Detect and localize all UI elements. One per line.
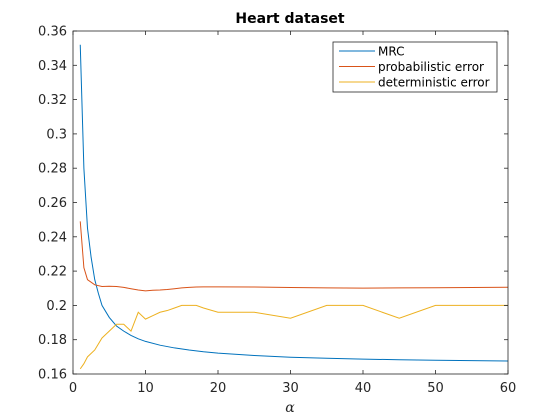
y-tick-label: 0.26 [38,196,67,211]
legend-label-1: probabilistic error [378,60,484,74]
x-axis-label: α [285,400,295,416]
x-tick-label: 30 [282,381,299,396]
series-line-2 [79,304,508,370]
chart-title: Heart dataset [235,11,345,27]
x-tick-label: 50 [427,381,444,396]
y-tick-label: 0.2 [46,299,67,314]
y-tick-label: 0.36 [38,25,67,40]
y-tick-label: 0.3 [46,127,67,142]
legend-label-2: deterministic error [378,76,490,90]
series-line-1 [79,221,509,292]
y-tick-label: 0.34 [38,59,67,74]
x-tick-label: 40 [355,381,372,396]
ticks-layer: 0 10 20 30 40 50 60 0.16 0.18 0.2 0.22 0.24 0.26 0.28… [38,25,516,397]
y-tick-label: 0.32 [38,93,67,108]
y-tick-label: 0.16 [38,368,67,383]
y-tick-label: 0.18 [38,333,67,348]
series-layer [79,44,509,370]
x-tick-label: 10 [137,381,154,396]
y-tick-label: 0.28 [38,162,67,177]
series-line-0 [79,44,509,362]
y-tick-label: 0.24 [38,230,67,245]
y-tick-label: 0.22 [38,265,67,280]
x-tick-label: 0 [69,381,77,396]
x-tick-label: 60 [500,381,517,396]
x-tick-label: 20 [210,381,227,396]
legend-label-0: MRC [378,45,404,59]
